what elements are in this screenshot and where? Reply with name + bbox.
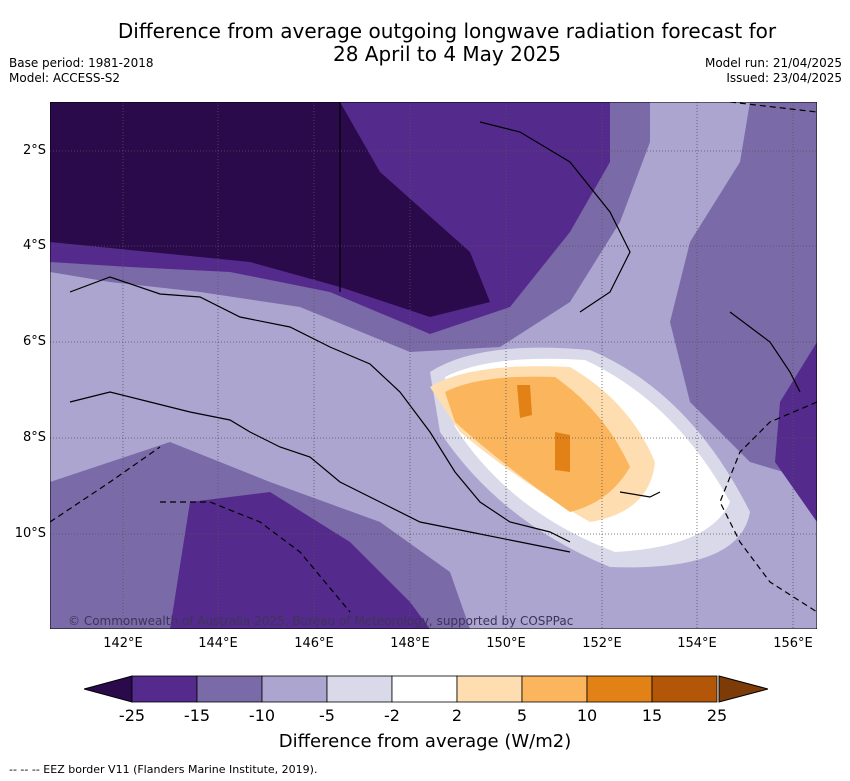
colorbar-bin xyxy=(456,675,523,703)
lat-tick-6s: 6°S xyxy=(22,334,46,349)
colorbar-label: 25 xyxy=(706,706,728,725)
colorbar-label: 10 xyxy=(576,706,598,725)
lon-tick-142: 142°E xyxy=(103,636,143,651)
colorbar-bin xyxy=(326,675,393,703)
lon-tick-154: 154°E xyxy=(677,636,717,651)
meta-right: Model run: 21/04/2025 Issued: 23/04/2025 xyxy=(705,56,842,86)
colorbar-title: Difference from average (W/m2) xyxy=(278,731,572,752)
lon-tick-146: 146°E xyxy=(294,636,334,651)
coastlines xyxy=(69,102,801,553)
gridlines xyxy=(50,102,817,629)
lon-tick-150: 150°E xyxy=(486,636,526,651)
colorbar-label: -10 xyxy=(248,706,276,725)
field-mid-purple-east xyxy=(670,102,817,482)
colorbar-bin xyxy=(261,675,328,703)
model-name: Model: ACCESS-S2 xyxy=(9,71,121,85)
lon-tick-148: 148°E xyxy=(390,636,430,651)
colorbar-label: -15 xyxy=(183,706,211,725)
meta-left: Base period: 1981-2018 Model: ACCESS-S2 xyxy=(9,56,154,86)
colorbar-bin xyxy=(391,675,458,703)
lat-tick-10s: 10°S xyxy=(14,526,46,541)
copyright-notice: © Commonwealth of Australia 2025, Bureau… xyxy=(68,614,574,628)
colorbar-above-max xyxy=(718,675,768,703)
field-dark-orange-2 xyxy=(555,432,570,472)
issued-date: Issued: 23/04/2025 xyxy=(726,71,842,85)
title-line-2: 28 April to 4 May 2025 xyxy=(333,42,561,66)
field-dark-orange-1 xyxy=(517,385,532,418)
lat-tick-4s: 4°S xyxy=(22,238,46,253)
lon-tick-156: 156°E xyxy=(773,636,813,651)
lon-tick-144: 144°E xyxy=(198,636,238,651)
colorbar-bin xyxy=(521,675,588,703)
field-darkest-north xyxy=(50,102,490,317)
colorbar-label: -5 xyxy=(319,706,335,725)
olr-anomaly-map xyxy=(50,102,817,629)
colorbar-label: -2 xyxy=(384,706,400,725)
colorbar-bins xyxy=(131,675,718,703)
field-orange xyxy=(445,376,630,512)
eez-legend-note: -- -- -- EEZ border V11 (Flanders Marine… xyxy=(9,763,318,776)
colorbar-label: 2 xyxy=(451,706,463,725)
lat-tick-8s: 8°S xyxy=(22,430,46,445)
field-dark-purple-south xyxy=(170,492,430,629)
colorbar-label: 5 xyxy=(516,706,528,725)
field-dark-purple-east xyxy=(775,342,817,522)
lat-tick-2s: 2°S xyxy=(22,143,46,158)
model-run: Model run: 21/04/2025 xyxy=(704,56,842,70)
map-title: Difference from average outgoing longwav… xyxy=(92,20,802,66)
colorbar-bin xyxy=(586,675,653,703)
eez-borders xyxy=(50,102,817,613)
colorbar-bin xyxy=(196,675,263,703)
colorbar-below-min xyxy=(84,675,133,703)
lon-tick-152: 152°E xyxy=(582,636,622,651)
colorbar xyxy=(84,675,768,703)
colorbar-label: 15 xyxy=(641,706,663,725)
title-line-1: Difference from average outgoing longwav… xyxy=(117,19,777,43)
base-period: Base period: 1981-2018 xyxy=(9,56,154,70)
colorbar-bin xyxy=(131,675,198,703)
colorbar-bin xyxy=(651,675,718,703)
colorbar-label: -25 xyxy=(118,706,146,725)
